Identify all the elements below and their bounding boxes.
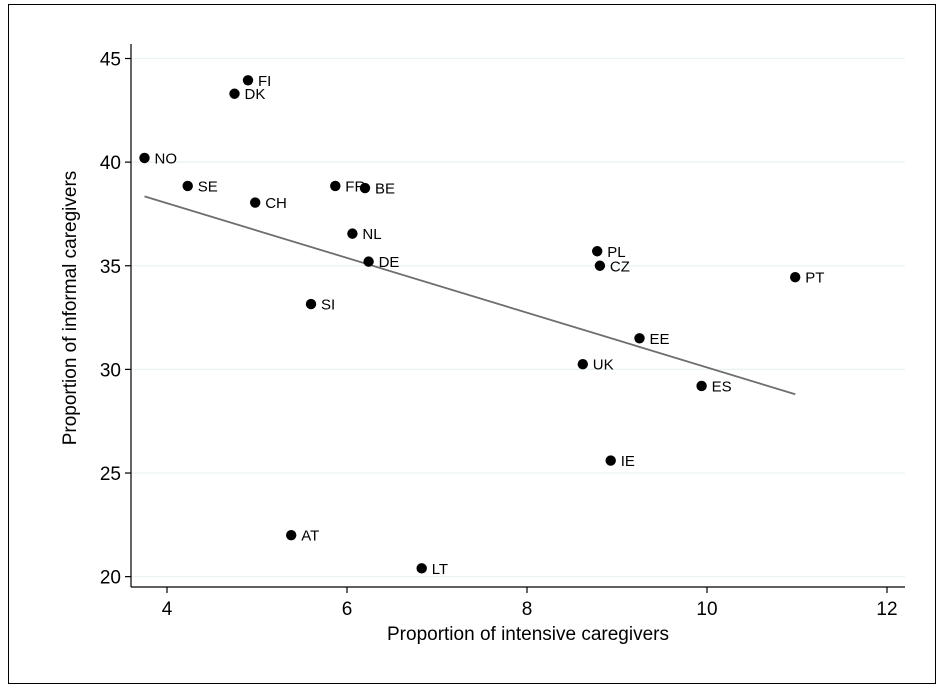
point-pt bbox=[790, 271, 801, 283]
point-label-es: ES bbox=[712, 378, 732, 395]
point-nl bbox=[347, 228, 358, 239]
x-tick-label: 10 bbox=[696, 599, 717, 620]
point-label-nl: NL bbox=[362, 226, 381, 243]
point-ee bbox=[634, 333, 645, 344]
point-label-at: AT bbox=[301, 528, 319, 545]
point-label-pl: PL bbox=[607, 244, 625, 261]
point-si bbox=[305, 298, 317, 310]
axes: 20 25 30 35 40 45 4 6 8 10 12 bbox=[100, 44, 905, 620]
y-tick-label: 25 bbox=[100, 464, 121, 485]
point-label-cz: CZ bbox=[610, 258, 630, 275]
fit-line-group bbox=[144, 195, 796, 396]
point-label-uk: UK bbox=[593, 357, 614, 374]
point-label-ch: CH bbox=[265, 195, 287, 212]
point-be bbox=[359, 182, 371, 194]
point-dk bbox=[229, 88, 240, 99]
point-label-no: NO bbox=[155, 150, 178, 167]
point-label-fr: FR bbox=[345, 178, 365, 195]
point-fr bbox=[330, 180, 341, 192]
point-label-ee: EE bbox=[650, 331, 670, 348]
grid-lines bbox=[131, 57, 905, 578]
x-axis-title: Proportion of intensive caregivers bbox=[387, 624, 669, 645]
point-cz bbox=[594, 260, 606, 271]
point-ie bbox=[605, 455, 616, 466]
point-de bbox=[363, 256, 374, 267]
x-tick-label: 12 bbox=[876, 599, 897, 620]
fit-line bbox=[144, 195, 796, 396]
point-uk bbox=[577, 359, 588, 370]
point-at bbox=[286, 529, 297, 541]
x-tick-label: 6 bbox=[342, 599, 353, 620]
y-tick-label: 35 bbox=[100, 257, 121, 278]
point-ch bbox=[250, 197, 261, 208]
x-tick-label: 4 bbox=[162, 599, 173, 620]
x-tick-label: 8 bbox=[522, 599, 533, 620]
y-tick-label: 20 bbox=[100, 568, 121, 589]
point-pl bbox=[592, 246, 603, 257]
y-tick-label: 45 bbox=[100, 50, 121, 71]
point-label-dk: DK bbox=[245, 86, 266, 103]
point-label-si: SI bbox=[321, 297, 335, 314]
point-label-ie: IE bbox=[621, 453, 635, 470]
chart-frame bbox=[8, 4, 936, 684]
point-es bbox=[696, 380, 707, 392]
point-lt bbox=[416, 563, 427, 574]
y-tick-label: 30 bbox=[100, 360, 121, 381]
point-label-lt: LT bbox=[432, 561, 448, 578]
y-tick-label: 40 bbox=[100, 153, 121, 174]
point-label-de: DE bbox=[379, 254, 400, 271]
point-label-pt: PT bbox=[805, 270, 824, 287]
point-fi bbox=[242, 75, 254, 86]
point-se bbox=[182, 180, 193, 192]
point-label-fi: FI bbox=[258, 73, 271, 90]
y-axis-title: Proportion of informal caregivers bbox=[60, 171, 81, 446]
point-label-be: BE bbox=[375, 181, 395, 198]
point-label-se: SE bbox=[198, 178, 218, 195]
point-no bbox=[139, 152, 150, 164]
